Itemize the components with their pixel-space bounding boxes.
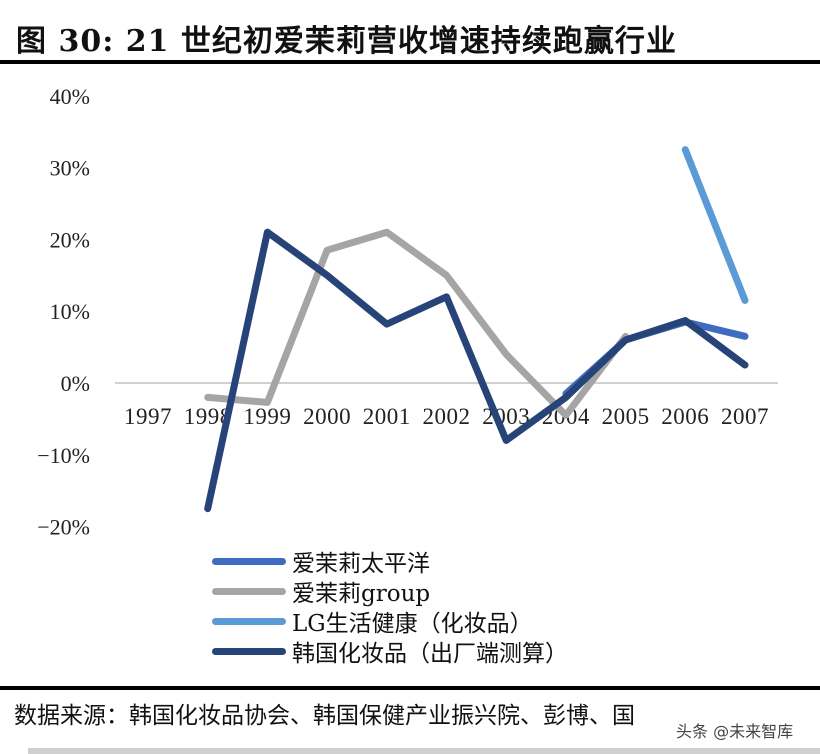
x-tick-label: 2005: [602, 404, 650, 429]
x-axis-labels: 1997 1998 1999 2000 2001 2002 2003 2004 2005 2006…: [124, 404, 769, 429]
y-tick-label: −10%: [37, 443, 90, 468]
top-rule: [0, 60, 820, 64]
legend-swatch: [212, 587, 286, 595]
x-tick-label: 1999: [243, 404, 291, 429]
legend-swatch: [212, 617, 286, 625]
series-line: [204, 228, 630, 419]
legend-swatch: [212, 647, 286, 655]
bottom-bar: [28, 748, 820, 754]
series-lines: [204, 146, 749, 513]
y-tick-label: 20%: [50, 227, 90, 252]
x-tick-label: 2002: [423, 404, 471, 429]
x-tick-label: 2001: [363, 404, 411, 429]
y-tick-label: 10%: [50, 299, 90, 324]
y-tick-label: 0%: [61, 371, 90, 396]
x-tick-label: 2007: [721, 404, 769, 429]
source-note: 数据来源：韩国化妆品协会、韩国保健产业振兴院、彭博、国: [14, 703, 635, 729]
x-tick-label: 1997: [124, 404, 172, 429]
y-tick-label: 40%: [50, 84, 90, 109]
legend-item-amore-group: 爱茉莉group: [212, 576, 568, 607]
x-tick-label: 2006: [661, 404, 709, 429]
y-axis-labels: −20% −10% 0% 10% 20% 30% 40%: [37, 84, 90, 540]
legend-item-amorepacific: 爱茉莉太平洋: [212, 546, 568, 577]
legend: 爱茉莉太平洋 爱茉莉group LG生活健康（化妆品） 韩国化妆品（出厂端测算）: [212, 546, 568, 667]
legend-label: 韩国化妆品（出厂端测算）: [292, 641, 568, 667]
watermark: 头条 @未来智库: [676, 722, 794, 741]
y-tick-label: 30%: [50, 156, 90, 181]
bottom-rule: [0, 686, 820, 690]
legend-item-korea-cosmetics: 韩国化妆品（出厂端测算）: [212, 636, 568, 667]
legend-item-lg: LG生活健康（化妆品）: [212, 606, 568, 637]
series-line: [204, 228, 749, 513]
line-chart: −20%−10%0%10%20%30%40% 1997 1998 1999 2000 2…: [37, 84, 778, 540]
legend-label: 爱茉莉group: [292, 581, 431, 607]
y-tick-label: −20%: [37, 515, 90, 540]
figure-title: 图 30: 21 世纪初爱茉莉营收增速持续跑赢行业: [16, 24, 677, 59]
series-line: [681, 146, 749, 304]
legend-label: 爱茉莉太平洋: [292, 551, 430, 577]
legend-label: LG生活健康（化妆品）: [292, 611, 533, 637]
legend-swatch: [212, 557, 286, 565]
x-tick-label: 2000: [303, 404, 351, 429]
